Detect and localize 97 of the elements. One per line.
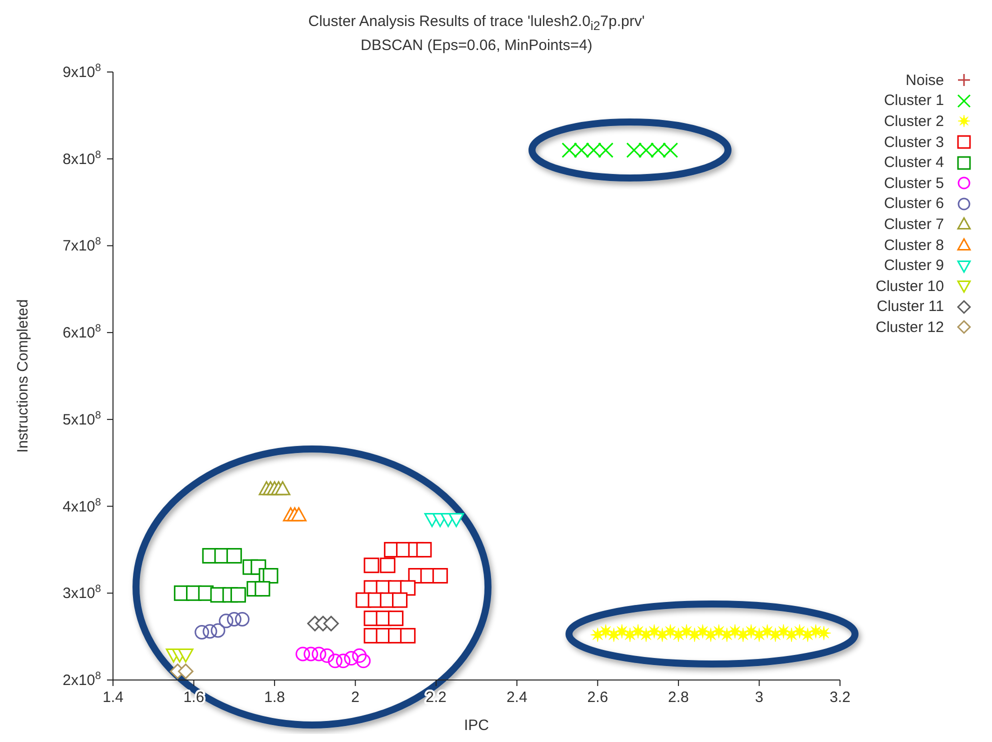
- point: [646, 624, 662, 639]
- point: [614, 624, 630, 639]
- legend-label: Cluster 10: [874, 278, 944, 295]
- y-tick-label: 6x10$^{8}$: [62, 322, 102, 342]
- point: [336, 654, 350, 668]
- point: [816, 626, 832, 640]
- point: [416, 542, 432, 558]
- point: [776, 624, 791, 639]
- x-tick-label: 1.6: [183, 689, 204, 706]
- point: [312, 646, 326, 662]
- point: [202, 624, 218, 639]
- y-tick-label: 7x10$^{8}$: [62, 236, 102, 255]
- legend-label: Cluster 6: [882, 195, 944, 212]
- y-tick-label: 4x10$^{8}$: [62, 496, 102, 516]
- legend-label: Cluster 1: [882, 92, 944, 110]
- point: [210, 623, 226, 638]
- point: [226, 548, 242, 564]
- point: [274, 481, 290, 496]
- chart-subtitle: DBSCAN (Eps=0.06, MinPoints=4): [360, 36, 594, 55]
- legend-label: Noise: [904, 72, 944, 89]
- point: [800, 628, 815, 642]
- legend-label: Cluster 9: [882, 257, 944, 274]
- legend-label: Cluster 12: [874, 318, 944, 336]
- x-axis-title: IPC: [464, 717, 490, 734]
- x-tick-label: 2.8: [668, 689, 689, 706]
- point: [356, 654, 371, 668]
- point: [663, 624, 678, 639]
- point: [392, 592, 408, 608]
- point: [234, 612, 250, 626]
- point: [704, 628, 718, 642]
- point: [671, 628, 686, 642]
- point: [364, 558, 380, 574]
- point: [400, 580, 416, 596]
- legend-label: Cluster 11: [876, 298, 944, 316]
- point: [226, 612, 242, 626]
- x-tick-label: 2.4: [506, 689, 528, 706]
- point: [712, 624, 726, 639]
- point: [695, 624, 710, 639]
- point: [720, 628, 734, 642]
- point: [352, 648, 367, 663]
- point: [728, 624, 742, 639]
- point: [344, 651, 359, 666]
- legend-label: Cluster 8: [882, 236, 944, 254]
- y-tick-label: 3x10$^{8}$: [62, 583, 102, 602]
- point: [262, 568, 278, 584]
- legend-label: Cluster 3: [882, 134, 944, 151]
- x-tick-label: 3: [755, 689, 764, 706]
- point: [254, 581, 270, 597]
- point: [400, 628, 416, 644]
- point: [230, 587, 246, 603]
- point: [291, 507, 307, 522]
- point: [638, 628, 654, 642]
- point: [380, 558, 396, 574]
- point: [687, 628, 702, 642]
- x-tick-label: 3.2: [830, 689, 850, 706]
- point: [792, 624, 807, 639]
- point: [448, 512, 464, 528]
- legend-label: Cluster 5: [882, 174, 944, 192]
- y-tick-label: 8x10$^{8}$: [62, 148, 102, 168]
- point: [178, 648, 194, 663]
- point: [784, 628, 799, 642]
- x-tick-label: 2.6: [587, 689, 608, 706]
- point: [320, 648, 334, 663]
- chart-title: Cluster Analysis Results of trace 'lulesh2.0$_{i2}$7p.prv': [307, 12, 646, 35]
- point: [296, 646, 310, 662]
- point: [630, 624, 646, 639]
- point: [304, 646, 318, 662]
- x-tick-label: 1.8: [264, 689, 285, 706]
- y-axis-title: Instructions Completed: [14, 299, 32, 453]
- point: [388, 610, 404, 626]
- legend-label: Cluster 7: [882, 216, 944, 233]
- y-tick-label: 2x10$^{8}$: [62, 670, 102, 689]
- x-tick-label: 1.4: [102, 689, 124, 706]
- legend-label: Cluster 4: [882, 154, 944, 172]
- point: [622, 628, 638, 642]
- point: [736, 628, 750, 642]
- x-tick-label: 2: [351, 689, 360, 706]
- legend-label: Cluster 2: [882, 112, 944, 130]
- point: [218, 614, 234, 628]
- point: [655, 628, 670, 642]
- point: [760, 624, 775, 639]
- point: [744, 624, 758, 639]
- point: [598, 624, 613, 639]
- point: [178, 664, 194, 680]
- point: [590, 628, 605, 642]
- point: [323, 616, 339, 632]
- point: [328, 654, 342, 668]
- x-tick-label: 2.2: [426, 689, 447, 706]
- y-tick-label: 9x10$^{8}$: [62, 62, 102, 81]
- point: [808, 624, 824, 639]
- point: [194, 624, 210, 640]
- point: [606, 628, 622, 642]
- point: [679, 624, 694, 639]
- point: [432, 568, 448, 584]
- y-tick-label: 5x10$^{8}$: [62, 409, 102, 428]
- point: [752, 628, 766, 642]
- point: [768, 628, 783, 642]
